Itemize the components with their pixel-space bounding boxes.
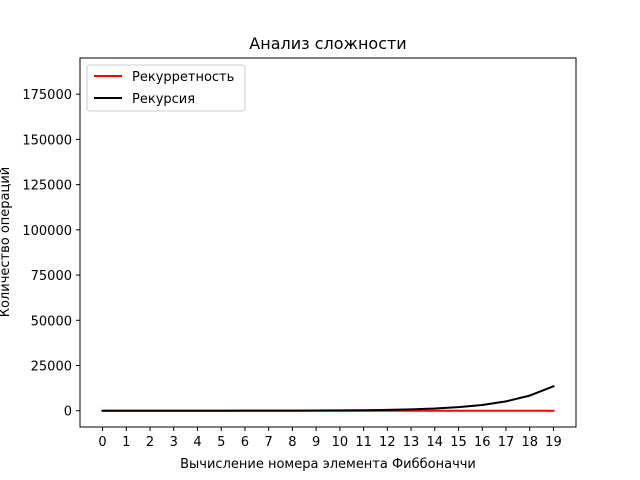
series-1-point-15 — [457, 406, 460, 408]
series-1-point-18 — [529, 395, 531, 397]
series-1-point-14 — [434, 407, 436, 410]
series-1-point-2 — [149, 410, 151, 412]
series-1-point-10 — [339, 409, 341, 411]
y-tick-label: 0 — [64, 405, 72, 420]
series-1-point-4 — [196, 410, 199, 412]
series-1-point-17 — [505, 400, 507, 402]
x-tick-label: 12 — [379, 435, 396, 450]
x-tick-label: 0 — [98, 435, 106, 450]
x-tick-label: 4 — [193, 435, 201, 450]
legend-label-recursion: Рекурсия — [132, 92, 195, 107]
x-tick-label: 7 — [265, 435, 273, 450]
x-tick-label: 3 — [170, 435, 178, 450]
x-tick-label: 9 — [312, 435, 320, 450]
y-tick-label: 75000 — [31, 269, 72, 284]
series-1-point-0 — [101, 410, 104, 412]
x-tick-label: 14 — [427, 435, 444, 450]
series-0-point-18 — [529, 410, 531, 412]
x-tick-label: 8 — [288, 435, 296, 450]
x-tick-label: 11 — [355, 435, 372, 450]
y-tick-label: 50000 — [31, 314, 72, 329]
x-tick-label: 18 — [521, 435, 538, 450]
x-tick-label: 6 — [241, 435, 249, 450]
series-1-point-8 — [291, 410, 293, 412]
series-0-point-14 — [434, 410, 436, 412]
y-tick-label: 25000 — [31, 360, 72, 375]
x-tick-label: 17 — [498, 435, 515, 450]
series-1-point-5 — [220, 410, 222, 412]
x-tick-label: 10 — [332, 435, 349, 450]
series-1-point-7 — [268, 410, 270, 412]
series-0-point-16 — [481, 410, 483, 412]
legend-box — [86, 64, 246, 112]
y-tick-label: 125000 — [22, 179, 72, 194]
series-1-point-19 — [552, 385, 555, 387]
series-1-point-13 — [410, 408, 412, 410]
legend-label-recurrence: Рекурретность — [132, 70, 234, 85]
x-tick-label: 16 — [474, 435, 491, 450]
x-tick-label: 2 — [146, 435, 154, 450]
x-tick-label: 19 — [545, 435, 562, 450]
series-1-point-1 — [125, 410, 127, 412]
series-1-point-9 — [315, 409, 317, 412]
y-tick-label: 150000 — [22, 133, 72, 148]
x-axis-label: Вычисление номера элемента Фиббоначчи — [180, 457, 476, 472]
y-tick-label: 100000 — [22, 224, 72, 239]
x-tick-label: 1 — [122, 435, 130, 450]
y-axis-label: Количество операций — [0, 167, 13, 318]
x-tick-label: 5 — [217, 435, 225, 450]
x-tick-label: 13 — [403, 435, 420, 450]
y-tick-label: 175000 — [22, 88, 72, 103]
chart-title: Анализ сложности — [249, 34, 406, 53]
series-1-point-12 — [386, 409, 388, 411]
series-1-point-11 — [363, 409, 365, 411]
axes-frame — [79, 57, 577, 428]
series-0-point-17 — [505, 410, 507, 412]
series-0-point-19 — [552, 410, 555, 412]
y-axis-ticks: 0 25000 50000 75000 100000 125000 150000 175000 — [22, 88, 80, 420]
series-1-point-3 — [173, 410, 175, 412]
x-axis-ticks: 0 1 2 3 4 5 6 7 8 9 10 11 12 13 14 15 16 17 18 19 — [98, 427, 562, 450]
series-1-point-16 — [481, 404, 483, 406]
series-1-point-6 — [244, 410, 246, 412]
x-tick-label: 15 — [450, 435, 467, 450]
plot-area — [101, 384, 555, 412]
legend: Рекурретность Рекурсия — [86, 64, 246, 112]
series-0-point-15 — [457, 410, 460, 412]
series-line-1 — [101, 384, 555, 412]
series-0-point-13 — [410, 410, 412, 412]
